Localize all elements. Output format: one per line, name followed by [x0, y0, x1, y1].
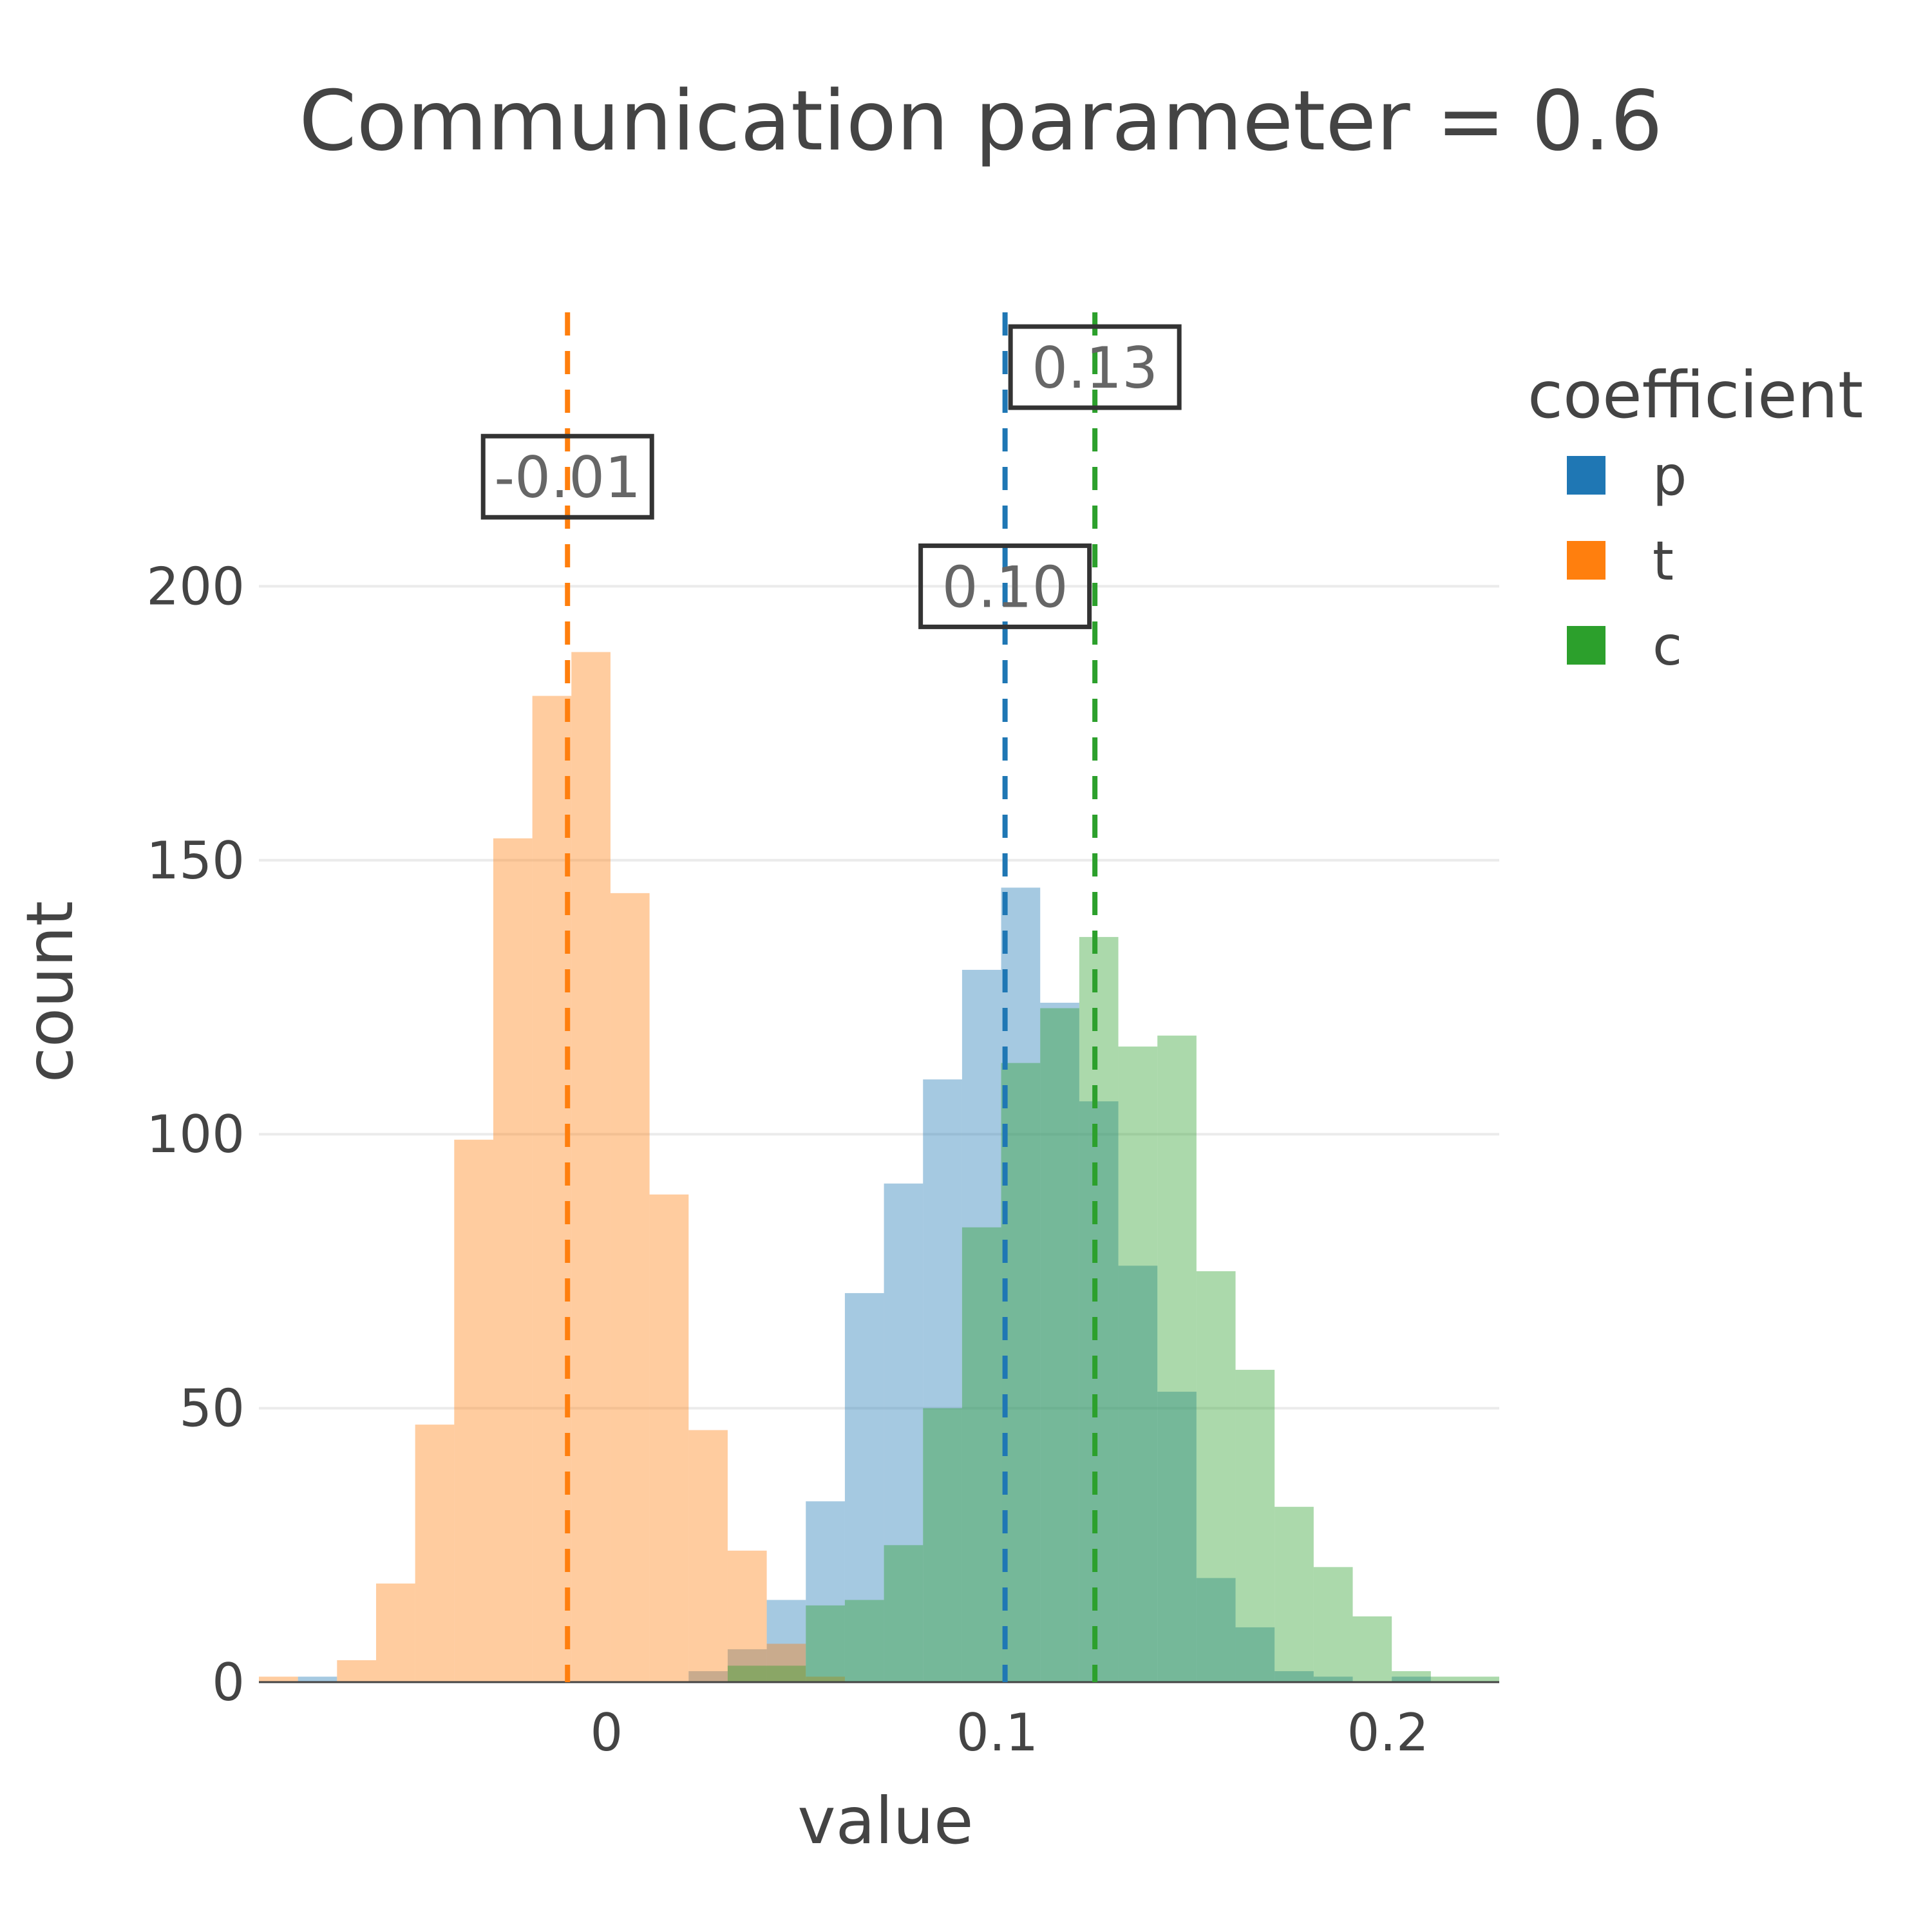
histogram-bar-c — [1196, 1271, 1236, 1682]
histogram-bar-c — [961, 1227, 1001, 1682]
legend-item-c[interactable]: c — [1567, 614, 1682, 677]
histogram-bar-p — [1157, 1392, 1197, 1682]
x-tick-label: 0.2 — [1347, 1703, 1428, 1763]
legend-item-t[interactable]: t — [1567, 529, 1674, 592]
histogram-bar-c — [923, 1408, 962, 1682]
annotation-text: 0.10 — [942, 554, 1068, 620]
legend-label: t — [1653, 529, 1674, 592]
legend: coefficient ptc — [1528, 357, 1863, 677]
histogram-bar-c — [884, 1545, 923, 1682]
y-tick-label: 50 — [179, 1379, 245, 1439]
histogram-bar-c — [1470, 1676, 1499, 1682]
histogram-bar-p — [1001, 887, 1041, 1682]
histogram-bar-p — [923, 1079, 962, 1682]
histogram-bar-c — [806, 1605, 845, 1682]
histogram-bar-c — [1430, 1676, 1470, 1682]
histogram-bar-c — [1157, 1036, 1197, 1682]
legend-swatch — [1567, 626, 1605, 665]
histogram-bar-c — [727, 1665, 767, 1682]
annotation-text: -0.01 — [494, 444, 641, 511]
histogram-bar-p — [1392, 1676, 1431, 1682]
histogram-bar-p — [688, 1671, 728, 1682]
y-tick-label: 200 — [146, 556, 245, 616]
histogram-bar-t — [454, 1139, 493, 1682]
histogram-bar-t — [649, 1194, 689, 1682]
y-tick-label: 150 — [146, 831, 245, 891]
legend-swatch — [1567, 456, 1605, 495]
histogram-bar-c — [1392, 1671, 1431, 1682]
histogram-bar-t — [337, 1660, 376, 1682]
histogram-bar-t — [688, 1430, 728, 1682]
histogram-bar-p — [727, 1649, 767, 1682]
histogram-bar-c — [1274, 1506, 1314, 1682]
histogram-bar-p — [1196, 1578, 1236, 1682]
y-axis-label: count — [12, 901, 88, 1083]
chart-title: Communication parameter = 0.6 — [299, 73, 1663, 169]
histogram-bar-t — [415, 1425, 455, 1682]
histogram-bar-c — [1313, 1567, 1353, 1682]
mean-annotation-t: -0.01 — [480, 433, 654, 520]
x-tick-label: 0.1 — [956, 1703, 1038, 1763]
histogram-bar-c — [1352, 1616, 1392, 1682]
histogram-bar-p — [298, 1676, 337, 1682]
histogram-bar-t — [259, 1676, 298, 1682]
histogram-bar-p — [806, 1501, 845, 1682]
legend-label: p — [1653, 444, 1687, 507]
mean-annotation-c: 0.13 — [1008, 324, 1182, 410]
histogram-bar-c — [1040, 1008, 1079, 1682]
histogram-bar-t — [532, 696, 572, 1682]
x-tick-label: 0 — [590, 1703, 623, 1763]
legend-item-p[interactable]: p — [1567, 444, 1687, 507]
histogram-bar-p — [1274, 1671, 1314, 1682]
histogram-bar-c — [1235, 1370, 1275, 1682]
annotation-box — [1008, 324, 1182, 410]
histogram-bar-t — [375, 1583, 415, 1682]
mean-annotation-p: 0.10 — [918, 543, 1092, 629]
histogram-bar-t — [727, 1550, 767, 1682]
histogram-bar-p — [1040, 1003, 1079, 1682]
plot-area: 0.10 -0.01 0.13 — [259, 312, 1499, 1683]
histogram-bar-t — [766, 1643, 806, 1682]
histogram-bar-p — [766, 1600, 806, 1682]
histogram-bar-c — [766, 1665, 806, 1682]
histogram-bar-t — [806, 1676, 845, 1682]
histogram-bar-t — [493, 838, 533, 1682]
legend-label: c — [1653, 614, 1682, 677]
y-tick-label: 0 — [212, 1653, 245, 1712]
histogram-bar-t — [610, 893, 650, 1682]
histogram-bar-p — [844, 1293, 884, 1682]
y-tick-label: 100 — [146, 1104, 245, 1164]
histogram-bar-c — [1118, 1046, 1158, 1682]
legend-swatch — [1567, 541, 1605, 580]
histogram-bar-t — [571, 652, 611, 1682]
histogram-bar-p — [1118, 1265, 1158, 1682]
annotation-box — [918, 543, 1092, 629]
histogram-bar-p — [961, 969, 1001, 1682]
histogram-bar-p — [884, 1183, 923, 1682]
histogram-bar-p — [1079, 1101, 1119, 1682]
histogram-bar-c — [1001, 1063, 1041, 1682]
annotation-text: 0.13 — [1032, 335, 1158, 401]
histogram-bar-c — [844, 1600, 884, 1682]
legend-title: coefficient — [1528, 357, 1863, 433]
histogram-bar-p — [1235, 1627, 1275, 1682]
histogram-bar-c — [1079, 936, 1119, 1682]
histogram-bar-p — [1313, 1676, 1353, 1682]
annotation-box — [480, 433, 654, 520]
x-axis-label: value — [797, 1783, 973, 1859]
